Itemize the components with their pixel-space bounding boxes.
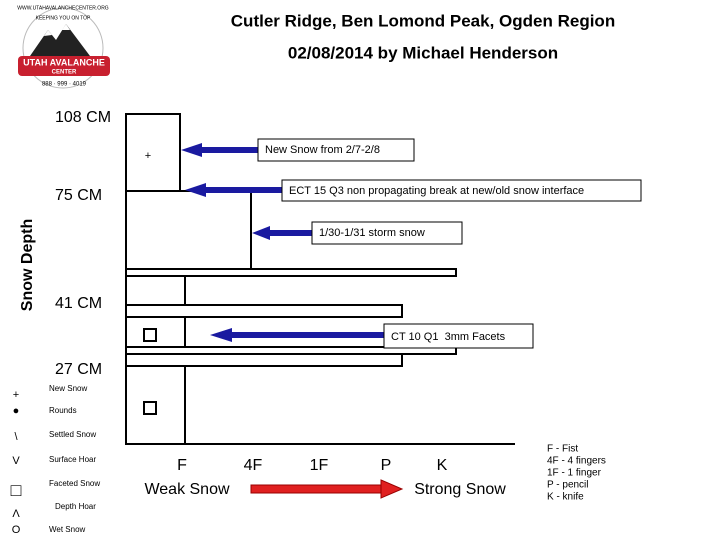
grain-label: Depth Hoar [55,502,96,511]
logo-phone: 888 · 999 · 4019 [42,82,87,88]
depth-label: 41 CM [55,295,102,312]
grain-symbol: Λ [12,508,20,520]
hardness-legend-item: P - pencil [547,480,589,491]
hardness-label: 4F [244,457,263,474]
annotation: New Snow from 2/7-2/8 [265,144,380,156]
hardness-label: K [437,457,448,474]
logo-center: CENTER [52,70,77,76]
hardness-legend-item: 4F - 4 fingers [547,456,606,467]
hardness-label: 1F [310,457,329,474]
axis-label: Snow Depth [19,219,36,311]
grain-symbol: ● [13,405,20,417]
grain-label: Surface Hoar [49,455,96,464]
hardness-label: F [177,457,187,474]
grain-symbol: + [13,389,19,401]
weak-label: Weak Snow [144,481,230,498]
logo-url: WWW.UTAHAVALANCHECENTER.ORG [17,5,109,11]
hardness-label: P [381,457,392,474]
hardness-legend-item: K - knife [547,492,584,503]
subtitle: 02/08/2014 by Michael Henderson [288,43,558,62]
strong-label: Strong Snow [414,481,506,498]
title: Cutler Ridge, Ben Lomond Peak, Ogden Reg… [231,11,615,30]
grain-symbol: O [12,524,21,536]
annotation: 1/30-1/31 storm snow [319,227,425,239]
annotation: CT 10 Q1 3mm Facets [391,331,506,343]
depth-label: 75 CM [55,187,102,204]
grain-label: Rounds [49,406,77,415]
grain-symbol: \ [14,431,18,443]
annotation: ECT 15 Q3 non propagating break at new/o… [289,185,584,197]
grain-legend: + New Snow ● Rounds \ Settled Snow V Surface Ho… [11,384,101,536]
grain-symbol: V [12,455,20,467]
hardness-legend-item: F - Fist [547,444,578,455]
grain-label: Wet Snow [49,525,86,534]
arrows [181,143,384,342]
logo-name: UTAH AVALANCHE [23,57,105,67]
grain-label: New Snow [49,384,87,393]
depth-label: 108 CM [55,109,111,126]
scale-arrow [250,479,404,499]
logo: WWW.UTAHAVALANCHECENTER.ORG KEEPING YOU … [17,5,110,89]
depth-label: 27 CM [55,361,102,378]
grain-symbol: □ [11,480,22,500]
grain-label: Faceted Snow [49,479,100,488]
layer-symbol: + [145,150,151,162]
grain-label: Settled Snow [49,430,96,439]
layers [125,113,515,445]
logo-motto: KEEPING YOU ON TOP [36,15,91,21]
hardness-legend-item: 1F - 1 finger [547,468,602,479]
